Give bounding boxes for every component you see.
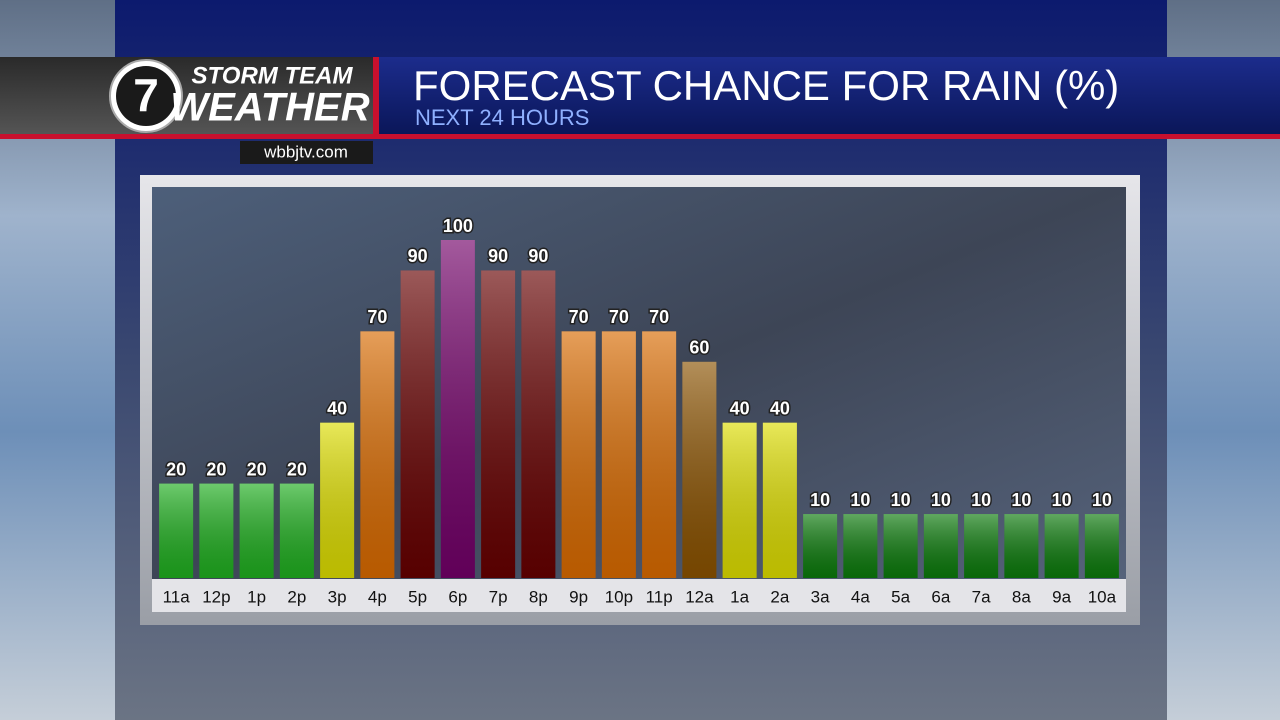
x-tick-label: 10p — [605, 587, 633, 606]
x-tick-label: 8p — [529, 587, 548, 606]
bar — [521, 270, 556, 578]
value-label: 20 — [206, 459, 226, 479]
value-label: 10 — [971, 490, 991, 510]
x-tick-label: 8a — [1012, 587, 1031, 606]
value-label: 40 — [327, 398, 347, 418]
brand-top: STORM TEAM — [192, 62, 354, 89]
x-tick-label: 3a — [811, 587, 830, 606]
value-label: 70 — [649, 307, 669, 327]
value-label: 10 — [1011, 490, 1031, 510]
bar — [1084, 514, 1119, 578]
bar — [722, 422, 757, 578]
value-label: 10 — [850, 490, 870, 510]
bar — [400, 270, 435, 578]
bar — [762, 422, 797, 578]
value-label: 10 — [891, 490, 911, 510]
label-strip — [152, 579, 1126, 612]
x-tick-label: 12p — [202, 587, 230, 606]
bar — [561, 331, 596, 578]
value-label: 10 — [810, 490, 830, 510]
x-tick-label: 11a — [163, 587, 191, 606]
value-label: 40 — [730, 398, 750, 418]
bar — [1044, 514, 1079, 578]
bar — [923, 514, 958, 578]
value-label: 90 — [488, 246, 508, 266]
value-label: 70 — [609, 307, 629, 327]
value-label: 70 — [569, 307, 589, 327]
bar — [803, 514, 838, 578]
x-tick-label: 5a — [891, 587, 910, 606]
bar — [481, 270, 516, 578]
value-label: 90 — [408, 246, 428, 266]
header-divider — [373, 57, 379, 135]
x-tick-label: 10a — [1088, 587, 1117, 606]
bar — [964, 514, 999, 578]
logo-panel — [0, 57, 375, 135]
x-tick-label: 3p — [328, 587, 347, 606]
x-tick-label: 12a — [685, 587, 714, 606]
value-label: 10 — [1092, 490, 1112, 510]
x-tick-label: 2p — [287, 587, 306, 606]
x-tick-label: 7p — [489, 587, 508, 606]
x-tick-label: 1p — [247, 587, 266, 606]
value-label: 20 — [166, 459, 186, 479]
plot-area — [152, 187, 1126, 579]
brand-bottom: WEATHER — [170, 86, 369, 130]
bar — [440, 240, 475, 578]
logo-number: 7 — [133, 69, 159, 121]
value-label: 10 — [1052, 490, 1072, 510]
x-tick-label: 1a — [730, 587, 749, 606]
chart-title: FORECAST CHANCE FOR RAIN (%) — [413, 62, 1119, 109]
x-tick-label: 6a — [931, 587, 950, 606]
bar — [320, 422, 355, 578]
x-tick-label: 11p — [646, 587, 673, 606]
website: wbbjtv.com — [263, 142, 348, 161]
x-tick-label: 2a — [770, 587, 789, 606]
bar — [642, 331, 677, 578]
x-tick-label: 4a — [851, 587, 870, 606]
website-box — [240, 141, 373, 164]
logo-inner — [116, 66, 176, 126]
header-red-line — [0, 134, 1280, 139]
value-label: 40 — [770, 398, 790, 418]
bar — [199, 483, 234, 578]
value-label: 90 — [528, 246, 548, 266]
bar — [843, 514, 878, 578]
x-tick-label: 9p — [569, 587, 588, 606]
value-label: 20 — [287, 459, 307, 479]
x-tick-label: 7a — [972, 587, 991, 606]
bar — [883, 514, 918, 578]
value-label: 70 — [367, 307, 387, 327]
x-tick-label: 5p — [408, 587, 427, 606]
value-label: 100 — [443, 216, 473, 236]
x-tick-label: 4p — [368, 587, 387, 606]
chart-subtitle: NEXT 24 HOURS — [415, 105, 589, 130]
bar — [601, 331, 636, 578]
value-label: 20 — [247, 459, 267, 479]
x-tick-label: 9a — [1052, 587, 1071, 606]
x-tick-label: 6p — [448, 587, 467, 606]
value-label: 60 — [689, 338, 709, 358]
bar — [1004, 514, 1039, 578]
value-label: 10 — [931, 490, 951, 510]
bar — [360, 331, 395, 578]
bar — [682, 361, 717, 578]
bar — [239, 483, 274, 578]
bar — [159, 483, 194, 578]
bar — [279, 483, 314, 578]
